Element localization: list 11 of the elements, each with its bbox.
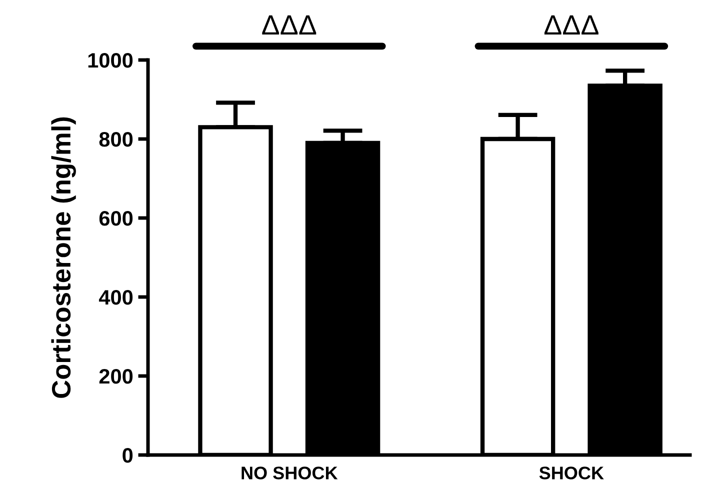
x-tick-label: NO SHOCK: [242, 466, 338, 480]
y-tick-label: 600: [99, 211, 133, 226]
text: ΔΔΔ: [262, 15, 316, 34]
y-tick-label: 800: [99, 132, 133, 147]
y-tick-label: 400: [98, 290, 133, 305]
y-tick-label: 200: [99, 369, 133, 384]
text: ΔΔΔ: [544, 15, 598, 34]
y-tick-label: 0: [122, 448, 133, 463]
y-axis-title: Corticosterone (ng/ml): [51, 117, 76, 398]
x-tick-label: SHOCK: [539, 466, 604, 480]
y-tick-label: 1000: [88, 53, 133, 68]
